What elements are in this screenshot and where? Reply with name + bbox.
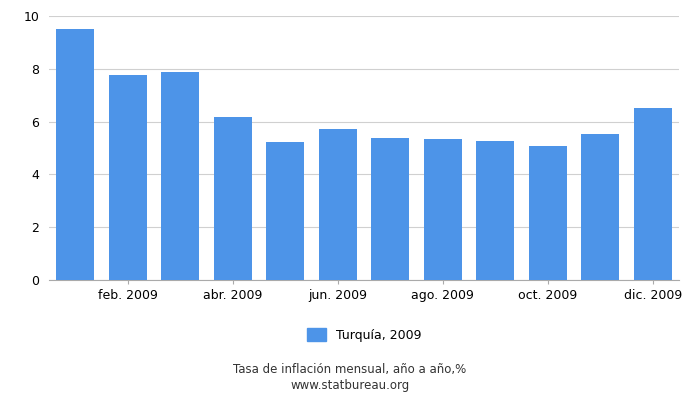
Bar [476, 141, 514, 280]
Bar [266, 142, 304, 280]
Bar [529, 146, 567, 280]
Text: www.statbureau.org: www.statbureau.org [290, 380, 410, 392]
Bar [162, 72, 200, 280]
Bar [319, 129, 357, 280]
Bar [371, 138, 409, 280]
Bar [581, 134, 620, 280]
Bar [424, 139, 462, 280]
Bar [109, 75, 146, 280]
Bar [56, 29, 94, 280]
Legend: Turquía, 2009: Turquía, 2009 [307, 328, 421, 342]
Bar [214, 117, 252, 280]
Text: Tasa de inflación mensual, año a año,%: Tasa de inflación mensual, año a año,% [233, 364, 467, 376]
Bar [634, 108, 672, 280]
